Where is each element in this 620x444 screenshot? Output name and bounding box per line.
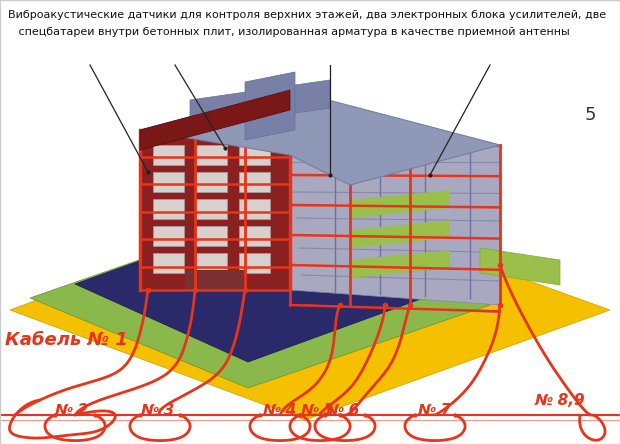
Bar [153,199,184,219]
Text: № 3: № 3 [141,403,175,417]
Text: 5: 5 [584,106,596,124]
Polygon shape [140,130,290,290]
Bar [239,226,270,246]
Bar [153,253,184,273]
Bar [239,199,270,219]
Polygon shape [30,215,490,388]
Polygon shape [75,215,440,362]
Polygon shape [190,80,330,128]
Bar [239,253,270,273]
Polygon shape [350,190,450,218]
Text: спецбатареи внутри бетонных плит, изолированная арматура в качестве приемной ант: спецбатареи внутри бетонных плит, изолир… [8,27,570,37]
Bar [153,226,184,246]
Bar [185,270,245,290]
Text: Виброакустические датчики для контроля верхних этажей, два электронных блока уси: Виброакустические датчики для контроля в… [8,10,606,20]
Polygon shape [140,90,500,185]
Bar [196,226,227,246]
Bar [239,172,270,192]
Bar [239,145,270,165]
Text: № 7: № 7 [418,403,452,417]
Text: № 5: № 5 [301,403,335,417]
Polygon shape [480,248,560,285]
Polygon shape [10,200,610,420]
Bar [153,172,184,192]
Text: № 6: № 6 [326,403,360,417]
Polygon shape [140,90,290,150]
Text: № 2: № 2 [55,403,89,417]
Polygon shape [245,72,295,140]
Bar [153,145,184,165]
Text: № 4: № 4 [263,403,297,417]
Bar [196,199,227,219]
Polygon shape [290,130,500,305]
Polygon shape [350,250,450,278]
Bar [196,253,227,273]
Bar [196,172,227,192]
Polygon shape [350,220,450,248]
Bar [196,145,227,165]
Text: № 8,9: № 8,9 [534,392,585,408]
Text: Кабель № 1: Кабель № 1 [5,331,128,349]
